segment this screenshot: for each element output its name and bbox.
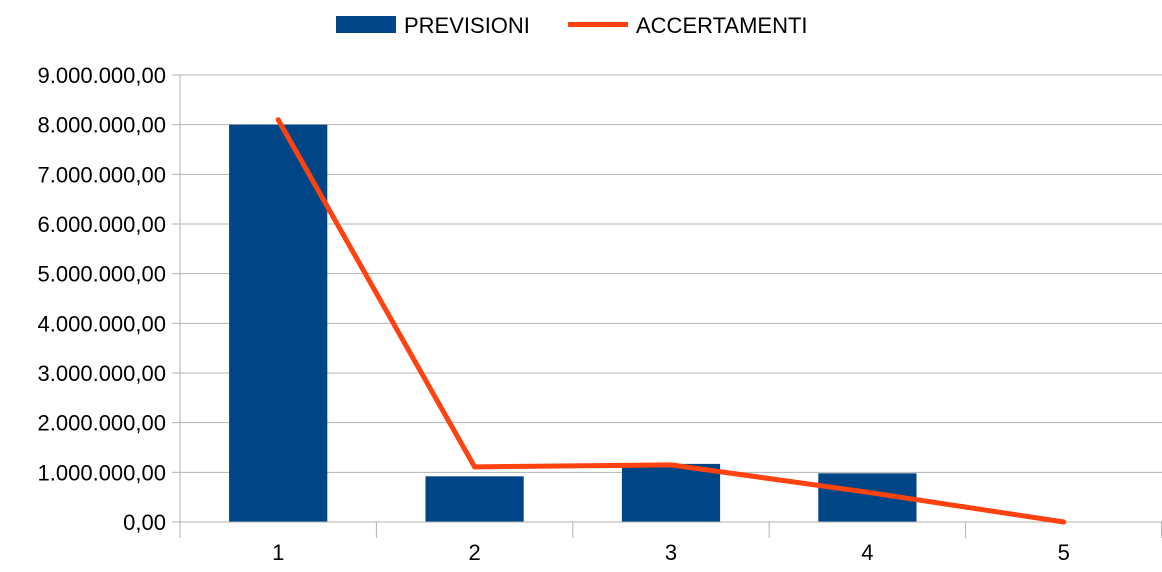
- line-point: [668, 462, 674, 468]
- bar: [425, 476, 524, 522]
- y-tick-label: 5.000.000,00: [38, 262, 166, 287]
- line-point: [275, 117, 281, 123]
- axes: [179, 75, 1162, 538]
- line-point: [472, 464, 478, 470]
- x-tick-label: 1: [272, 540, 284, 565]
- bar: [229, 124, 328, 523]
- legend: PREVISIONI ACCERTAMENTI: [336, 13, 808, 38]
- y-tick-label: 8.000.000,00: [38, 113, 166, 138]
- line-series-accertamenti: [275, 117, 1067, 525]
- x-tick-label: 5: [1058, 540, 1070, 565]
- y-tick-label: 0,00: [123, 510, 166, 535]
- legend-label-previsioni: PREVISIONI: [404, 13, 530, 38]
- bar-series-previsioni: [229, 124, 917, 523]
- y-tick-label: 7.000.000,00: [38, 162, 166, 187]
- series-line: [276, 118, 1065, 525]
- x-tick-label: 3: [665, 540, 677, 565]
- y-tick-label: 3.000.000,00: [38, 361, 166, 386]
- gridlines: [172, 74, 1162, 523]
- x-tick-label: 2: [468, 540, 480, 565]
- bar: [621, 463, 721, 522]
- x-tick-label: 4: [861, 540, 873, 565]
- y-tick-label: 9.000.000,00: [38, 63, 166, 88]
- y-tick-label: 4.000.000,00: [38, 311, 166, 336]
- y-axis-tick-labels: 0,00 1.000.000,00 2.000.000,00 3.000.000,00…: [38, 63, 166, 535]
- line-point: [1061, 519, 1067, 525]
- y-tick-label: 6.000.000,00: [38, 212, 166, 237]
- legend-label-accertamenti: ACCERTAMENTI: [636, 13, 808, 38]
- line-point: [864, 489, 870, 495]
- y-tick-label: 2.000.000,00: [38, 411, 166, 436]
- y-tick-label: 1.000.000,00: [38, 460, 166, 485]
- x-axis-tick-labels: 1 2 3 4 5: [272, 540, 1070, 565]
- legend-swatch-previsioni: [336, 16, 396, 33]
